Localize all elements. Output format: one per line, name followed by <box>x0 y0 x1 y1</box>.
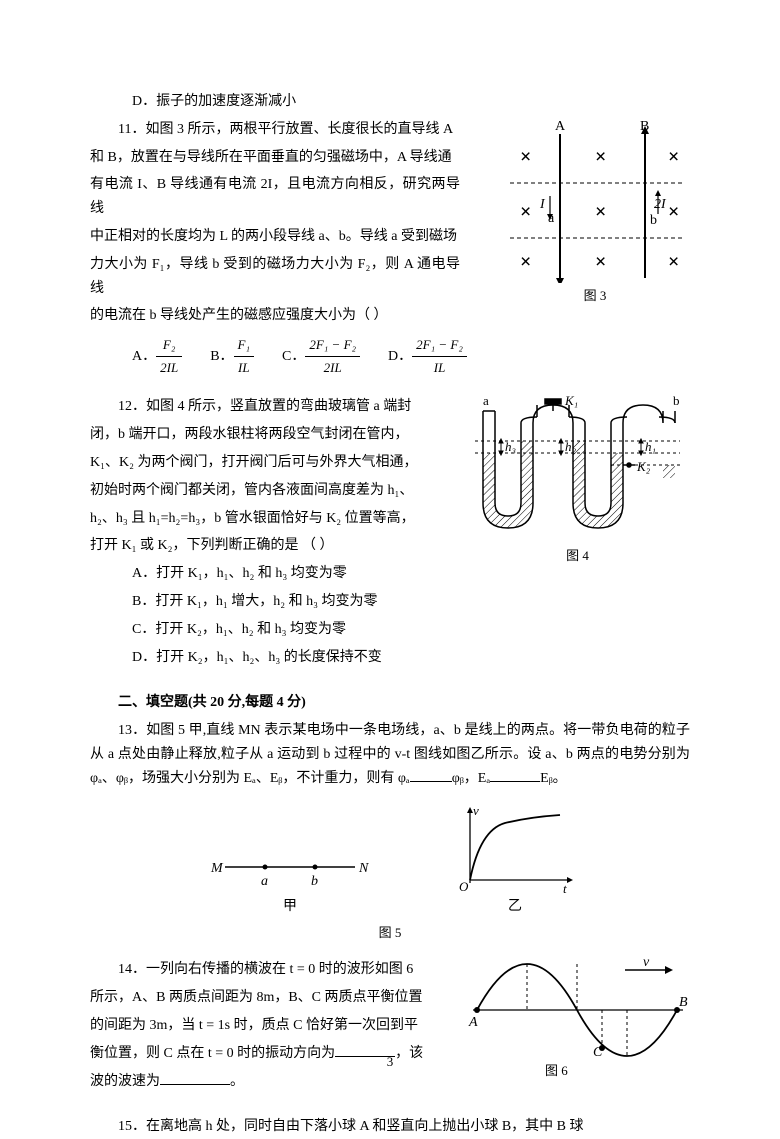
fig4-label-K2: K₂ <box>636 459 651 474</box>
q12-opt-b[interactable]: B．打开 K₁，h₁ 增大，h₂ 和 h₃ 均变为零 <box>132 590 690 614</box>
fig4-label-h3: h₃ <box>505 439 516 454</box>
svg-text:A: A <box>468 1015 478 1030</box>
svg-text:a: a <box>261 874 268 889</box>
fig3-label-A: A <box>555 119 566 134</box>
q14-body: 14．一列向右传播的横波在 t = 0 时的波形如图 6 所示，A、B 两质点间… <box>90 958 440 1093</box>
figure-4-svg: a b K₁ K₂ h₃ h₂ h₁ <box>465 393 690 543</box>
figure-5-jia: M N a b 甲 <box>205 845 375 919</box>
svg-text:N: N <box>358 861 369 876</box>
svg-text:O: O <box>459 879 469 894</box>
svg-text:M: M <box>210 861 224 876</box>
figure-5-container: M N a b 甲 v t O 乙 <box>90 805 690 919</box>
fig5-yi-label: 乙 <box>455 895 575 919</box>
svg-text:×: × <box>595 201 606 223</box>
q11-opt-c[interactable]: C．2F₁ − F₂2IL <box>282 334 360 379</box>
fig5-jia-label: 甲 <box>205 895 375 919</box>
section-2-title: 二、填空题(共 20 分,每题 4 分) <box>90 691 690 715</box>
figure-3-container: A B ××× ××× ××× I 2I a b <box>500 118 690 307</box>
q11-opt-a[interactable]: A．F₂2IL <box>132 334 182 379</box>
q13-body: 13．如图 5 甲,直线 MN 表示某电场中一条电场线，a、b 是线上的两点。将… <box>90 719 690 790</box>
figure-5-yi: v t O 乙 <box>455 805 575 919</box>
svg-text:B: B <box>679 995 688 1010</box>
svg-text:×: × <box>668 146 679 168</box>
q11-body: 11．如图 3 所示，两根平行放置、长度很长的直导线 A 和 B，放置在与导线所… <box>90 118 460 328</box>
svg-text:×: × <box>668 251 679 273</box>
q10-opt-d: D．振子的加速度逐渐减小 <box>90 90 690 114</box>
svg-text:×: × <box>520 251 531 273</box>
svg-text:v: v <box>473 805 479 818</box>
q13-blank-2[interactable] <box>490 768 540 782</box>
q13-blank-1[interactable] <box>410 768 452 782</box>
fig3-label-2I: 2I <box>654 197 667 212</box>
figure-3-caption: 图 3 <box>500 285 690 307</box>
figure-5-caption: 图 5 <box>90 922 690 944</box>
fig3-label-a: a <box>548 211 555 226</box>
svg-text:t: t <box>563 881 567 895</box>
svg-text:×: × <box>595 251 606 273</box>
q12-opt-c[interactable]: C．打开 K₂，h₁、h₂ 和 h₃ 均变为零 <box>132 618 690 642</box>
fig4-label-a: a <box>483 393 489 408</box>
q11-opt-b[interactable]: B．F₁IL <box>210 334 254 379</box>
svg-text:×: × <box>595 146 606 168</box>
fig3-label-b: b <box>650 213 657 228</box>
figure-6-svg: A B C v <box>465 958 690 1058</box>
fig3-label-I: I <box>539 197 546 212</box>
figure-4-caption: 图 4 <box>465 545 690 567</box>
svg-text:b: b <box>311 874 318 889</box>
svg-text:×: × <box>520 201 531 223</box>
q11-options: A．F₂2IL B．F₁IL C．2F₁ − F₂2IL D．2F₁ − F₂I… <box>90 334 690 379</box>
q11-opt-d[interactable]: D．2F₁ − F₂IL <box>388 334 467 379</box>
svg-text:×: × <box>668 201 679 223</box>
fig4-label-h2: h₂ <box>565 439 577 454</box>
figure-3-svg: A B ××× ××× ××× I 2I a b <box>500 118 690 283</box>
q12-opt-d[interactable]: D．打开 K₂，h₁、h₂、h₃ 的长度保持不变 <box>132 646 690 670</box>
q15-body: 15．在离地高 h 处，同时自由下落小球 A 和竖直向上抛出小球 B，其中 B … <box>90 1115 690 1139</box>
fig4-label-h1: h₁ <box>645 439 656 454</box>
q12-options: A．打开 K₁，h₁、h₂ 和 h₃ 均变为零 B．打开 K₁，h₁ 增大，h₂… <box>90 562 690 669</box>
figure-4-container: a b K₁ K₂ h₃ h₂ h₁ 图 4 <box>465 393 690 567</box>
page-number: 3 <box>0 1051 780 1073</box>
fig4-label-K1: K₁ <box>564 393 578 408</box>
q12-body: 12．如图 4 所示，竖直放置的弯曲玻璃管 a 端封 闭，b 端开口，两段水银柱… <box>90 395 460 558</box>
fig4-label-b: b <box>673 393 680 408</box>
svg-text:×: × <box>520 146 531 168</box>
svg-text:v: v <box>643 958 650 970</box>
